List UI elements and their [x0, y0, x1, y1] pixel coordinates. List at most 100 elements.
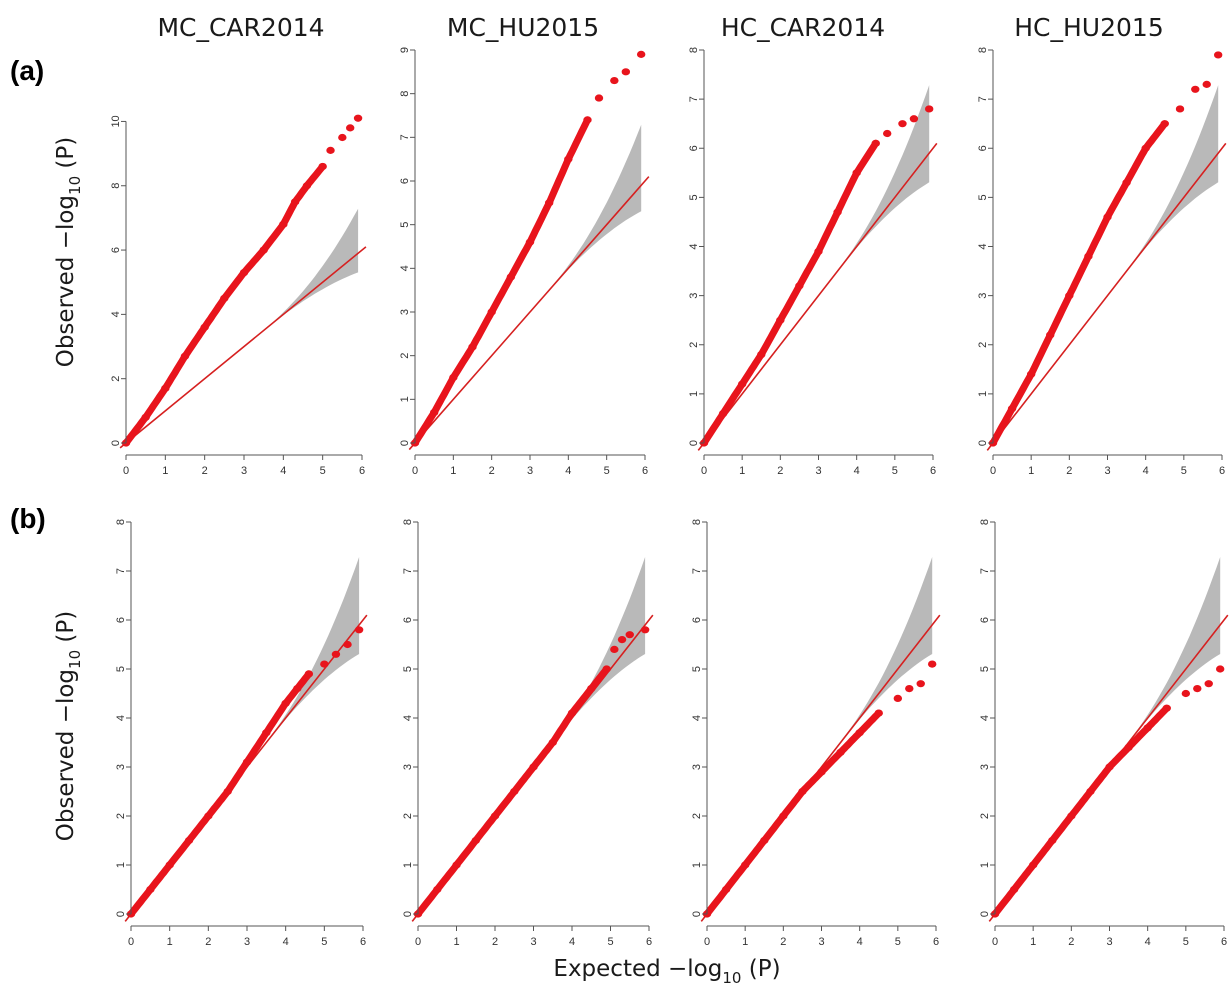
panel-6-point-13 — [617, 636, 627, 644]
panel-2-ytick-label: 4 — [399, 265, 411, 271]
column-title-4: HC_HU2015 — [1014, 13, 1163, 42]
panel-1-ytick-label: 8 — [110, 183, 122, 189]
panel-2-xtick-label: 2 — [489, 465, 495, 477]
panel-8-xtick-label: 1 — [1030, 936, 1036, 948]
panel-3-point-14 — [924, 105, 934, 113]
panel-7-point-3 — [740, 861, 750, 869]
panel-2-point-11 — [594, 94, 604, 102]
panel-8-confidence-band — [1128, 557, 1221, 743]
column-title-1: MC_CAR2014 — [157, 13, 324, 42]
panel-5-xtick-label: 5 — [321, 936, 327, 948]
panel-6-point-4 — [471, 836, 480, 845]
panel-6-confidence-band — [552, 557, 646, 743]
panel-4-point-6 — [1084, 252, 1093, 260]
ylabel-row-a: Observed −log10 (P) — [53, 137, 84, 368]
panel-5-confidence-band — [266, 557, 360, 743]
panel-1-point-9 — [279, 220, 288, 228]
panel-8-point-13 — [1204, 680, 1213, 688]
panel-1-xtick-label: 0 — [123, 465, 129, 477]
panel-5-point-2 — [146, 885, 155, 894]
panel-1-point-2 — [141, 413, 150, 421]
panel-4-point-14 — [1213, 51, 1223, 59]
panel-1-xtick-label: 4 — [280, 465, 286, 477]
panel-3-point-4 — [757, 350, 766, 359]
panel-6-ytick-label: 6 — [402, 617, 414, 623]
panel-3-ytick-label: 6 — [688, 145, 700, 151]
panel-2-ytick-label: 1 — [399, 396, 411, 402]
xlabel-sub: 10 — [722, 969, 741, 987]
panel-7-point-5 — [779, 812, 788, 820]
panel-2-ytick-label: 7 — [399, 134, 411, 140]
panel-1-point-10 — [290, 198, 300, 206]
panel-6-point-11 — [602, 665, 611, 673]
panel-3-point-9 — [852, 169, 861, 177]
panel-1-ytick-label: 6 — [110, 247, 122, 253]
xlabel-tail: (P) — [741, 956, 780, 982]
panel-2-point-5 — [487, 308, 496, 316]
panel-label-b: (b) — [10, 503, 46, 534]
ylabel-a-tail: (P) — [53, 137, 79, 176]
panel-1-point-12 — [318, 162, 327, 171]
panel-1-ytick-label: 2 — [110, 376, 122, 382]
panel-2-ytick-label: 6 — [399, 178, 411, 184]
panel-7-xtick-label: 6 — [933, 936, 939, 948]
panel-5-point-13 — [331, 650, 341, 658]
panel-6: 0 1 2 3 4 5 6 7 8 0 1 2 3 4 5 6 — [402, 519, 654, 948]
panel-3-confidence-band — [837, 85, 930, 272]
panel-2-xtick-label: 6 — [642, 465, 648, 477]
panel-1-xtick-label: 1 — [162, 465, 168, 477]
panel-2-observed-trace — [411, 116, 591, 447]
panel-1-xtick-label: 5 — [320, 465, 326, 477]
panel-2-ytick-label: 2 — [399, 353, 411, 359]
panel-7-ytick-label: 3 — [691, 764, 703, 770]
panel-5: 0 1 2 3 4 5 6 7 8 0 1 2 3 4 5 6 — [115, 519, 368, 948]
panel-4-ytick-label: 6 — [977, 145, 989, 151]
panel-4-ytick-label: 0 — [977, 440, 989, 446]
panel-6-ytick-label: 4 — [402, 715, 414, 721]
panel-8-ytick-label: 3 — [979, 764, 991, 770]
panel-1-ytick-label: 10 — [110, 115, 122, 127]
panel-8-ytick-label: 1 — [979, 862, 991, 868]
panel-6-point-12 — [610, 645, 619, 654]
ylabel-a-sub: 10 — [66, 176, 84, 195]
panel-2-xtick-label: 4 — [565, 465, 571, 477]
panel-7-ytick-label: 5 — [691, 666, 703, 672]
xlabel-main: Expected −log — [553, 956, 722, 982]
panel-5-ytick-label: 6 — [115, 617, 127, 623]
panel-8-point-2 — [1009, 885, 1019, 894]
panel-8-xtick-label: 2 — [1068, 936, 1074, 948]
panel-5-ytick-label: 0 — [115, 911, 127, 917]
panel-7-point-12 — [905, 685, 914, 693]
panel-label-a: (a) — [10, 55, 44, 86]
panel-1-xtick-label: 6 — [359, 465, 365, 477]
panel-3-xtick-label: 6 — [930, 465, 936, 477]
panel-2-xtick-label: 0 — [412, 465, 418, 477]
panel-3: 0 1 2 3 4 5 6 7 8 0 1 2 3 4 5 6 — [688, 47, 938, 477]
panel-3-point-2 — [718, 409, 728, 418]
panel-5-xtick-label: 3 — [244, 936, 250, 948]
panel-3-reference-line — [697, 142, 938, 451]
panel-5-point-6 — [223, 787, 232, 796]
panel-8-xtick-label: 3 — [1106, 936, 1112, 948]
panel-3-ytick-label: 4 — [688, 243, 700, 249]
panel-8-xtick-label: 0 — [992, 936, 998, 948]
panel-3-xtick-label: 2 — [777, 465, 783, 477]
panel-4-point-3 — [1026, 370, 1036, 378]
panel-4-reference-line — [986, 142, 1227, 451]
panel-4-xtick-label: 3 — [1104, 465, 1110, 477]
panel-8-point-6 — [1086, 787, 1095, 796]
panel-3-ytick-label: 1 — [688, 391, 700, 397]
panel-7-point-9 — [855, 729, 864, 737]
panel-6-point-14 — [625, 631, 634, 639]
panel-6-xtick-label: 6 — [646, 936, 652, 948]
panel-7-point-13 — [916, 680, 925, 688]
panel-2-ytick-label: 8 — [399, 91, 411, 97]
panel-7-ytick-label: 8 — [691, 519, 703, 525]
panel-7-confidence-band — [840, 557, 933, 743]
panel-3-ytick-label: 3 — [688, 293, 700, 299]
panel-8-ytick-label: 0 — [979, 911, 991, 917]
panel-4-point-10 — [1160, 120, 1169, 128]
panel-3-point-12 — [898, 120, 907, 128]
panel-1-point-13 — [326, 146, 335, 154]
panel-2: 0 1 2 3 4 5 6 7 8 9 0 1 2 3 4 5 6 — [399, 47, 650, 477]
